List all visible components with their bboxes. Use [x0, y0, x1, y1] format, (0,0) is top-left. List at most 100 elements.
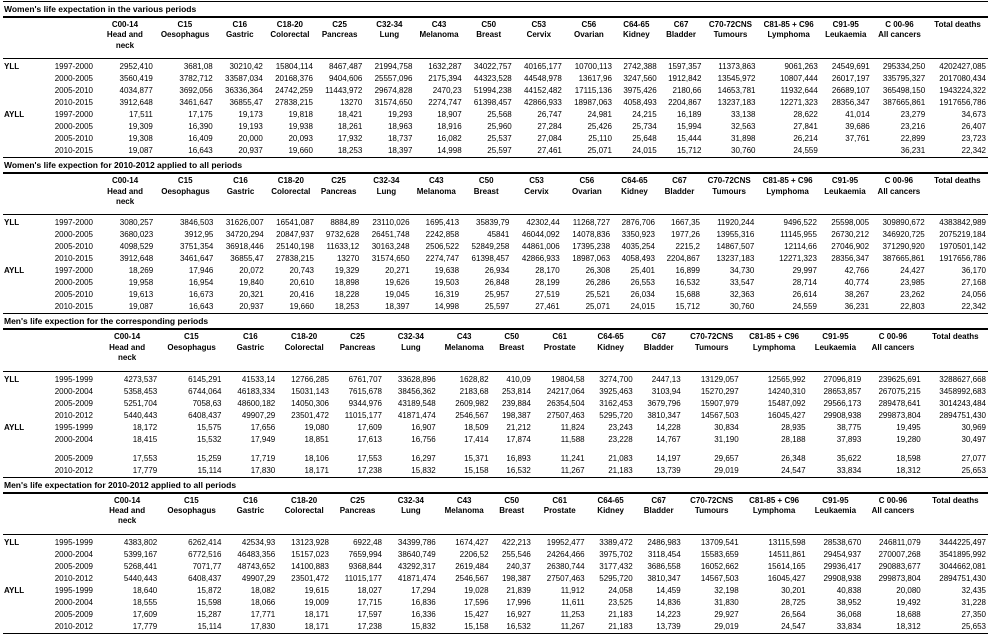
table-cell: 5440,443 [123, 573, 158, 583]
row-group-label [3, 289, 39, 301]
table-cell: 19,938 [288, 122, 313, 132]
column-code: C67 [673, 20, 689, 29]
table-cell: 17,613 [357, 434, 382, 444]
column-code: C81-85 + C96 [763, 20, 814, 29]
row-group-label: YLL [4, 537, 20, 547]
table-cell: 2894751,430 [939, 573, 986, 583]
table-cell: 6145,291 [188, 374, 222, 384]
table-cell: 11633,12 [326, 242, 360, 252]
table-cell: 17115,136 [574, 86, 612, 96]
table-cell: 6744,064 [188, 386, 222, 396]
table-cell: 23,262 [900, 290, 925, 300]
column-header: C25 Pancreas [331, 330, 384, 372]
table-cell: 3686,558 [647, 561, 681, 571]
column-code: C15 [177, 176, 193, 186]
column-header: C32-34 Lung [383, 493, 438, 535]
table-cell: 18,027 [357, 585, 382, 595]
table-cell: 2274,747 [428, 98, 462, 108]
table-cell: 3912,95 [184, 230, 214, 240]
table-cell: 26730,212 [831, 230, 870, 240]
table-cell: 31626,007 [225, 218, 264, 228]
table-cell: 31,898 [731, 134, 756, 144]
column-code: Total deaths [932, 495, 979, 505]
table-row: 2005-2010 4034,877 3692,056 36336,364 24742,… [3, 85, 988, 97]
table-cell: 25,960 [487, 122, 512, 132]
column-code: C53 [531, 20, 547, 29]
row-period: 2000-2005 [54, 122, 93, 132]
column-code: C70-72CNS [690, 495, 734, 505]
table-cell: 31574,650 [371, 254, 410, 264]
table-row: AYLL 1997-2000 17,511 17,175 19,173 19,818 18,… [3, 109, 988, 121]
column-code: C61 [552, 495, 568, 505]
table-cell: 19,080 [304, 422, 329, 432]
table-cell: 17,830 [250, 621, 276, 631]
column-label: Breast [476, 30, 502, 40]
table-cell: 1597,357 [668, 62, 702, 72]
column-code: C67 [672, 176, 687, 186]
table-cell: 33,834 [836, 621, 862, 631]
table-cell: 15031,143 [291, 386, 329, 396]
table-cell: 48743,652 [237, 561, 276, 571]
column-header: C16 Gastric [215, 174, 266, 216]
table-cell: 3560,419 [119, 74, 153, 84]
column-code: C64-65 [597, 332, 624, 342]
table-cell: 18987,063 [572, 254, 611, 264]
table-cell: 11932,644 [780, 86, 818, 96]
table-cell: 28,714 [792, 278, 817, 288]
table-cell: 2206,52 [459, 549, 489, 559]
table-cell: 26,214 [793, 134, 818, 144]
table-cell: 36918,446 [225, 242, 264, 252]
row-group-label: YLL [4, 62, 20, 72]
table-cell: 29,927 [714, 609, 739, 619]
table-cell: 43189,548 [397, 398, 436, 408]
table-cell: 5268,441 [123, 561, 158, 571]
column-code: C43 [431, 20, 447, 29]
row-period: 1997-2000 [54, 218, 93, 228]
column-code: C32-34 [376, 20, 403, 29]
table-cell: 24,056 [961, 290, 986, 300]
column-label: Cervix [524, 186, 549, 196]
table-cell: 2506,522 [425, 242, 460, 252]
row-group-label [3, 121, 39, 133]
table-cell: 9404,606 [328, 74, 363, 84]
table-cell: 2486,983 [647, 537, 681, 547]
column-label: All cancers [871, 505, 915, 515]
table-cell: 41871,474 [397, 573, 436, 583]
table-cell: 25,653 [961, 465, 986, 475]
table-cell: 17,553 [357, 453, 382, 463]
table-cell: 17,597 [357, 609, 382, 619]
column-header: C70-72CNS Tumours [682, 493, 741, 535]
table-cell: 19,087 [128, 146, 153, 156]
table-cell: 6408,437 [188, 410, 222, 420]
column-header: C64-65 Kidney [612, 174, 657, 216]
column-code: C64-65 [623, 20, 650, 29]
row-group-label: AYLL [4, 110, 25, 120]
table-cell: 17,932 [337, 134, 363, 144]
table-cell: 1912,842 [668, 74, 702, 84]
table-cell: 30,497 [961, 434, 986, 444]
column-code: C70-72CNS [690, 332, 734, 342]
table-cell: 17,414 [464, 434, 489, 444]
table-cell: 18,555 [132, 597, 158, 607]
table-cell: 46183,334 [237, 386, 276, 396]
data-table: C00-14 Head and neck C15 Oesophagus C16 Gastr… [3, 18, 988, 157]
table-cell: 14567,503 [700, 410, 739, 420]
column-code: C 00-96 [884, 176, 914, 186]
table-cell: 28356,347 [831, 254, 870, 264]
column-header: C43 Melanoma [411, 174, 462, 216]
table-cell: 18,106 [304, 453, 329, 463]
table-cell: 3288627,668 [939, 374, 986, 384]
table-cell: 267075,215 [878, 386, 921, 396]
table-cell: 12114,66 [784, 242, 817, 252]
table-cell: 19,495 [896, 422, 921, 432]
table-cell: 34720,294 [225, 230, 264, 240]
row-period: 1995-1999 [54, 374, 93, 384]
column-label: Melanoma [416, 186, 456, 196]
table-cell: 7615,678 [348, 386, 382, 396]
column-header: C81-85 + C96 Lymphoma [740, 493, 808, 535]
column-header: C53 Cervix [513, 18, 564, 60]
table-cell: 2075219,184 [939, 230, 986, 240]
column-label: Leukaemia [825, 30, 867, 40]
table-cell: 23,279 [900, 110, 926, 120]
table-cell: 13129,057 [700, 374, 739, 384]
